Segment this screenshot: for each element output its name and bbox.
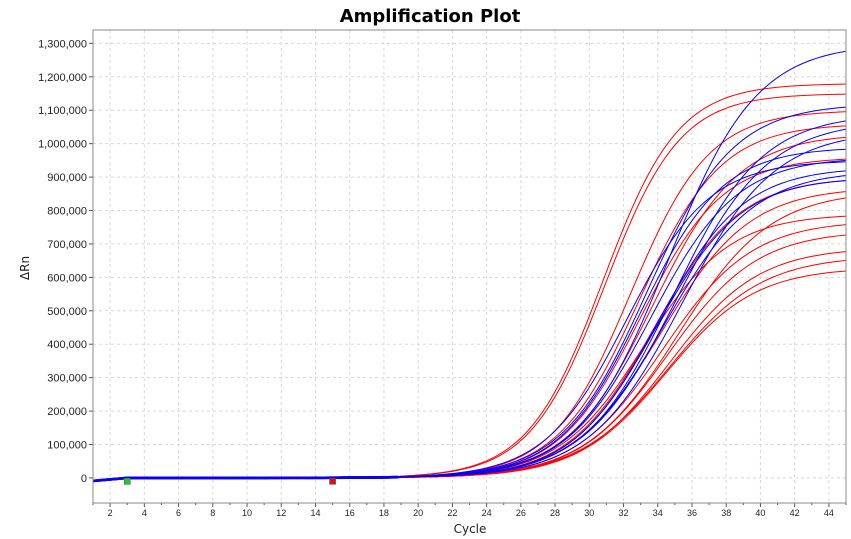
amplification-curves	[92, 50, 847, 483]
x-tick-label: 14	[310, 508, 320, 518]
y-tick-label: 900,000	[47, 172, 87, 184]
x-tick-label: 40	[755, 508, 765, 518]
x-tick-label: 6	[176, 508, 181, 518]
x-tick-label: 44	[824, 508, 834, 518]
y-axis-label: ΔRn	[18, 256, 32, 280]
x-tick-label: 36	[687, 508, 697, 518]
x-axis-label: Cycle	[454, 522, 487, 536]
x-tick-label: 10	[242, 508, 252, 518]
y-tick-label: 400,000	[47, 339, 87, 351]
y-tick-label: 1,300,000	[38, 38, 87, 50]
y-tick-label: 0	[81, 473, 87, 485]
x-tick-label: 26	[516, 508, 526, 518]
baseline-start-marker[interactable]	[123, 477, 131, 485]
x-tick-label: 18	[379, 508, 389, 518]
chart-title: Amplification Plot	[340, 6, 521, 27]
y-tick-label: 200,000	[47, 406, 87, 418]
x-tick-label: 38	[721, 508, 731, 518]
x-tick-label: 42	[790, 508, 800, 518]
y-tick-label: 500,000	[47, 306, 87, 318]
baseline-markers	[123, 477, 336, 485]
x-tick-label: 22	[447, 508, 457, 518]
x-tick-label: 32	[619, 508, 629, 518]
y-tick-label: 100,000	[47, 440, 87, 452]
plot-frame	[92, 29, 847, 504]
y-tick-label: 1,100,000	[38, 105, 87, 117]
y-tick-label: 1,000,000	[38, 139, 87, 151]
x-tick-label: 30	[584, 508, 594, 518]
x-tick-label: 24	[482, 508, 492, 518]
y-tick-label: 800,000	[47, 206, 87, 218]
x-tick-label: 34	[653, 508, 663, 518]
x-tick-label: 20	[413, 508, 423, 518]
curve-blue-11	[92, 180, 847, 482]
baseline-end-marker[interactable]	[329, 477, 336, 485]
y-tick-label: 600,000	[47, 272, 87, 284]
x-tick-label: 8	[210, 508, 215, 518]
x-tick-label: 12	[276, 508, 286, 518]
x-tick-label: 4	[142, 508, 147, 518]
grid-lines	[93, 30, 846, 503]
y-tick-label: 700,000	[47, 239, 87, 251]
x-tick-label: 2	[108, 508, 113, 518]
x-tick-label: 28	[550, 508, 560, 518]
y-tick-label: 1,200,000	[38, 72, 87, 84]
x-tick-label: 16	[345, 508, 355, 518]
y-tick-label: 300,000	[47, 373, 87, 385]
axis-ticks: 2 4 6 8 10 12 14 16 18 20 22 24 26 28 30 32 34 36 38 40 42 44…	[38, 38, 847, 518]
